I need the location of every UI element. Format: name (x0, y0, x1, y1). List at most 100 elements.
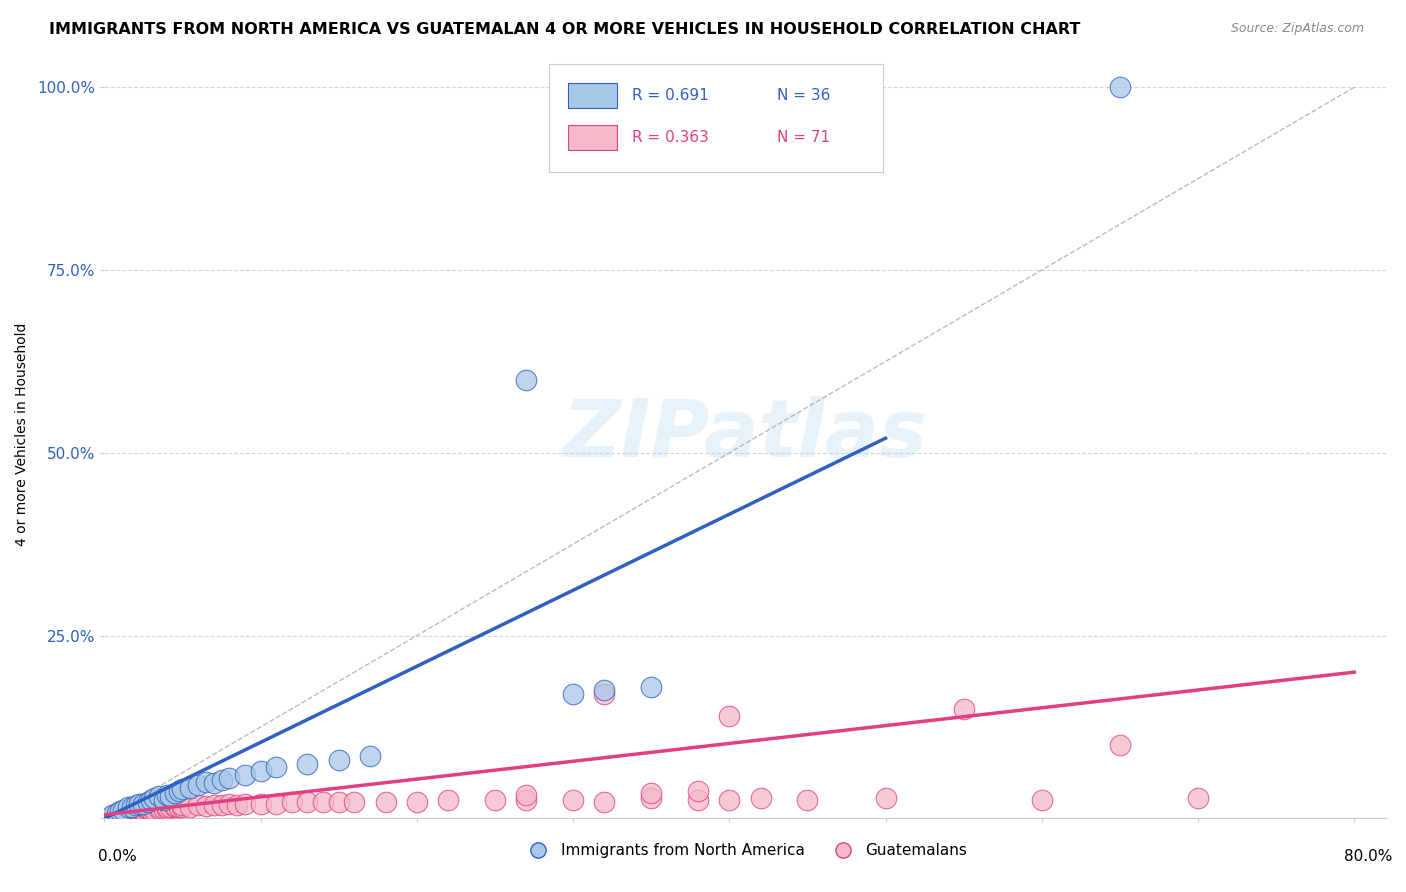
Point (148, 800, 170, 814)
Point (108, 805, 131, 820)
FancyBboxPatch shape (548, 63, 883, 172)
Point (202, 776, 225, 790)
Point (718, 793, 741, 807)
Point (105, 807, 128, 822)
Point (112, 803, 135, 817)
Text: Source: ZipAtlas.com: Source: ZipAtlas.com (1230, 22, 1364, 36)
Point (172, 798, 194, 813)
Text: 0.0%: 0.0% (98, 848, 136, 863)
Point (218, 797, 240, 811)
Point (593, 687, 616, 701)
Point (179, 780, 201, 795)
Point (156, 788, 179, 802)
Point (233, 767, 256, 781)
Point (136, 802, 159, 816)
Point (152, 793, 174, 807)
Point (132, 803, 155, 817)
Point (105, 805, 128, 820)
Point (159, 800, 181, 814)
Point (124, 804, 146, 818)
FancyBboxPatch shape (568, 83, 617, 108)
Text: ZIPatlas: ZIPatlas (562, 395, 928, 474)
Point (1031, 793, 1053, 807)
Point (312, 795, 335, 809)
Point (1187, 791, 1209, 805)
Text: R = 0.363: R = 0.363 (633, 130, 709, 145)
Point (264, 797, 287, 811)
Point (187, 798, 209, 813)
Point (405, 795, 427, 809)
Point (749, 791, 772, 805)
Point (297, 756, 319, 771)
Point (101, 809, 124, 823)
Point (211, 773, 233, 788)
Point (218, 771, 240, 785)
Text: N = 36: N = 36 (778, 87, 831, 103)
Point (132, 804, 155, 818)
Point (117, 806, 139, 821)
Point (179, 799, 201, 814)
Point (156, 800, 179, 814)
Point (169, 783, 191, 797)
Point (108, 804, 131, 818)
Text: IMMIGRANTS FROM NORTH AMERICA VS GUATEMALAN 4 OR MORE VEHICLES IN HOUSEHOLD CORR: IMMIGRANTS FROM NORTH AMERICA VS GUATEMA… (49, 22, 1081, 37)
Point (233, 797, 256, 811)
Point (264, 760, 287, 774)
Point (143, 803, 166, 817)
Point (121, 800, 143, 814)
Text: R = 0.691: R = 0.691 (633, 87, 709, 103)
Point (141, 800, 163, 814)
Point (1109, 80, 1132, 95)
Point (437, 793, 460, 807)
Point (640, 791, 662, 805)
Point (640, 680, 662, 694)
Point (124, 805, 146, 820)
Point (562, 687, 585, 701)
Point (593, 683, 616, 698)
Point (117, 804, 139, 818)
Point (143, 791, 166, 805)
Point (1109, 739, 1132, 753)
Point (163, 799, 186, 814)
FancyBboxPatch shape (568, 125, 617, 151)
Point (148, 802, 170, 816)
Point (172, 782, 194, 797)
Point (159, 789, 181, 804)
Point (163, 800, 186, 814)
Point (640, 786, 662, 800)
Y-axis label: 4 or more Vehicles in Household: 4 or more Vehicles in Household (15, 323, 30, 546)
Point (515, 788, 537, 802)
Point (952, 702, 974, 716)
Point (688, 783, 710, 797)
Point (515, 373, 537, 387)
Point (593, 795, 616, 809)
Point (328, 753, 350, 767)
Text: 80.0%: 80.0% (1344, 848, 1392, 863)
Point (374, 795, 396, 809)
Point (163, 786, 186, 800)
Point (124, 798, 146, 813)
Point (169, 800, 191, 814)
Point (718, 709, 741, 723)
Point (249, 797, 271, 811)
Point (141, 803, 163, 817)
Point (112, 807, 135, 822)
Point (688, 793, 710, 807)
Point (297, 795, 319, 809)
Point (128, 802, 150, 816)
Point (226, 798, 249, 813)
Point (141, 804, 163, 818)
Point (202, 798, 225, 813)
Point (187, 779, 209, 793)
Point (249, 764, 271, 778)
Point (194, 799, 217, 814)
Point (194, 774, 217, 789)
Point (148, 789, 170, 804)
Point (121, 803, 143, 817)
Point (562, 793, 585, 807)
Point (359, 749, 381, 764)
Point (343, 795, 366, 809)
Point (328, 795, 350, 809)
Point (172, 799, 194, 814)
Point (136, 795, 159, 809)
